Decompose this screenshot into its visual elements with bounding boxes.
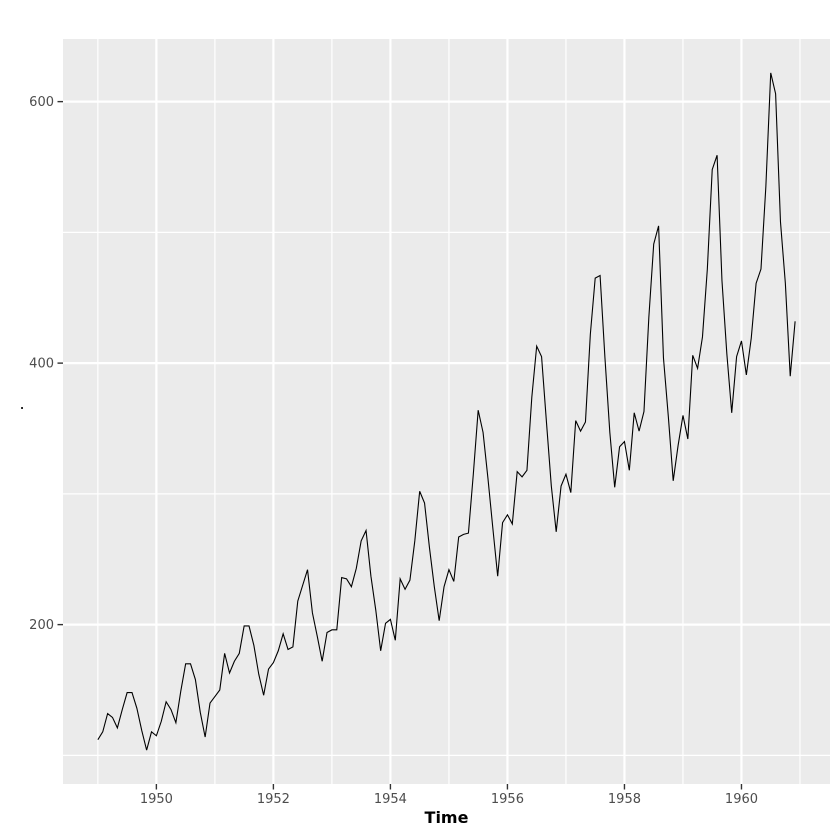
x-axis-title: Time [424, 808, 469, 827]
data-line-passengers [97, 72, 796, 751]
x-axis-tick-label: 1958 [608, 792, 641, 807]
y-axis-tick-label: 600 [29, 95, 54, 110]
x-axis-tick-label: 1950 [140, 792, 173, 807]
y-axis-tick-label: 200 [29, 618, 54, 633]
plot-panel [63, 39, 830, 784]
x-axis-tick-label: 1952 [257, 792, 290, 807]
x-axis-tick-label: 1960 [725, 792, 758, 807]
x-axis-tick-label: 1954 [374, 792, 407, 807]
y-axis-tick-label: 400 [29, 357, 54, 372]
y-axis-title: . [19, 394, 25, 413]
x-axis-tick-label: 1956 [491, 792, 524, 807]
